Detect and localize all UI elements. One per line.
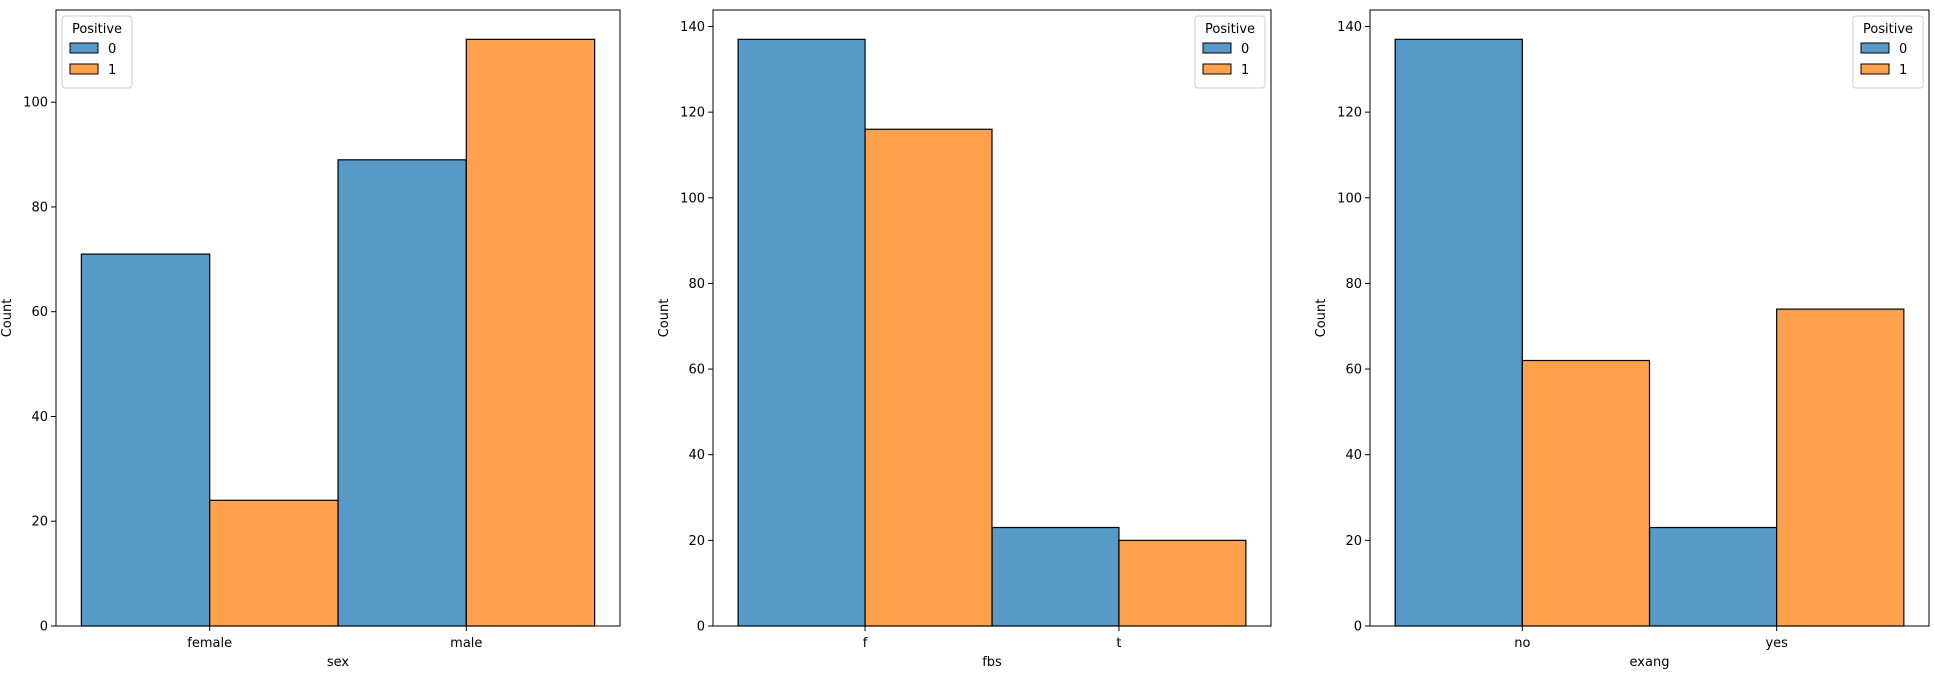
y-tick-label: 60 [1345,363,1362,378]
legend-label-0: 0 [108,42,116,57]
legend-swatch-1 [69,63,99,75]
y-tick-label: 60 [688,363,705,378]
legend: Positive 0 1 [1194,15,1266,89]
y-tick-label: 20 [31,515,48,530]
bar-male-series-0 [337,159,467,627]
legend-label-1: 1 [1241,63,1249,78]
y-tick-label: 20 [688,534,705,549]
y-tick-label: 40 [688,448,705,463]
chart-3: 0 20 40 60 80 100 120 140 no yes exang Count Positiv… [1314,9,1930,670]
y-tick-label: 80 [31,200,48,215]
legend-label-1: 1 [108,63,116,78]
legend-swatch-0 [69,42,99,54]
y-tick-label: 0 [697,620,705,635]
bar-male-series-1 [465,38,596,627]
y-tick-label: 100 [23,96,48,111]
x-tick-label: female [187,636,232,651]
y-tick-label: 0 [40,620,48,635]
legend-swatch-0 [1860,42,1890,54]
legend-label-1: 1 [1899,63,1907,78]
bar-f-series-0 [737,38,866,627]
x-tick-label: no [1514,636,1530,651]
legend-title: Positive [1863,22,1913,37]
y-tick-label: 40 [31,410,48,425]
legend-label-0: 0 [1899,42,1907,57]
x-axis-label: fbs [982,655,1002,670]
y-tick-label: 140 [1337,20,1362,35]
y-tick-label: 40 [1345,448,1362,463]
legend: Positive 0 1 [61,15,133,89]
x-axis-label: sex [327,655,350,670]
bar-female-series-1 [209,499,339,627]
y-tick-label: 60 [31,305,48,320]
chart-2: 0 20 40 60 80 100 120 140 f t fbs Count Positive 0 1 [657,9,1272,670]
axes-frame [55,9,621,627]
axes-frame [1369,9,1930,627]
bar-no-series-1 [1521,359,1651,627]
y-tick-label: 0 [1354,620,1362,635]
x-tick-label: f [863,636,868,651]
legend-swatch-0 [1202,42,1232,54]
legend-title: Positive [1205,22,1255,37]
legend: Positive 0 1 [1852,15,1924,89]
y-axis-label: Count [1314,299,1329,338]
chart-1: 0 20 40 60 80 100 female male sex Count Positive 0 1 [0,9,621,670]
x-axis-label: exang [1630,655,1670,670]
x-tick-label: t [1116,636,1121,651]
y-tick-label: 140 [680,20,705,35]
bar-f-series-1 [864,128,993,627]
y-tick-label: 120 [1337,106,1362,121]
y-axis-label: Count [657,299,672,338]
y-tick-label: 100 [680,191,705,206]
legend-title: Positive [72,22,122,37]
bar-no-series-0 [1394,38,1523,627]
y-tick-label: 80 [688,277,705,292]
legend-swatch-1 [1202,63,1232,75]
y-tick-label: 20 [1345,534,1362,549]
x-tick-label: yes [1765,636,1788,651]
bar-yes-series-0 [1648,526,1778,627]
legend-label-0: 0 [1241,42,1249,57]
bar-t-series-1 [1118,539,1247,627]
legend-swatch-1 [1860,63,1890,75]
y-tick-label: 80 [1345,277,1362,292]
y-tick-label: 100 [1337,191,1362,206]
axes-frame [712,9,1272,627]
y-axis-label: Count [0,299,15,338]
bar-t-series-0 [991,526,1120,627]
bar-female-series-0 [80,253,211,627]
y-tick-label: 120 [680,106,705,121]
x-tick-label: male [450,636,482,651]
bar-yes-series-1 [1776,308,1905,627]
